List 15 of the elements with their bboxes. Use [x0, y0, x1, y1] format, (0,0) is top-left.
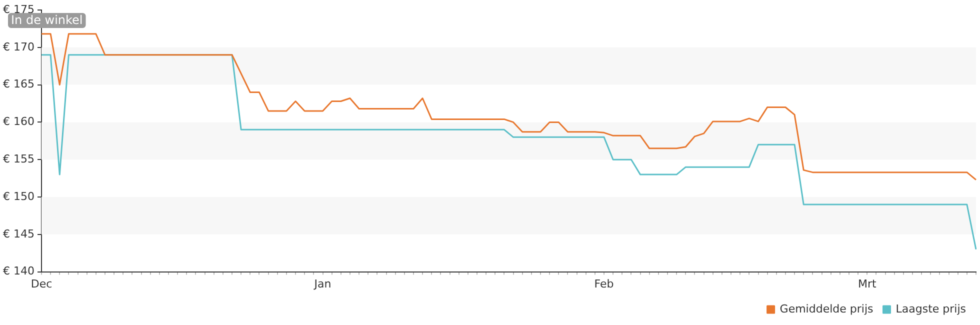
annotation: In de winkel — [11, 13, 83, 28]
y-tick-label: € 140 — [2, 264, 34, 278]
y-tick-label: € 155 — [2, 152, 34, 166]
y-tick-label: € 145 — [2, 227, 34, 240]
x-tick-label: Mrt — [858, 277, 877, 290]
y-tick-label: € 150 — [2, 190, 34, 203]
y-tick-label: € 160 — [2, 115, 34, 128]
y-tick-label: € 165 — [2, 78, 34, 91]
legend-label: Gemiddelde prijs — [780, 302, 874, 316]
y-tick-label: € 170 — [2, 40, 34, 54]
x-tick-label: Jan — [313, 277, 332, 290]
x-tick-label: Dec — [30, 277, 52, 290]
y-tick-label: € 175 — [2, 2, 34, 16]
x-tick-label: Feb — [594, 277, 614, 290]
legend-label: Laagste prijs — [896, 302, 966, 316]
